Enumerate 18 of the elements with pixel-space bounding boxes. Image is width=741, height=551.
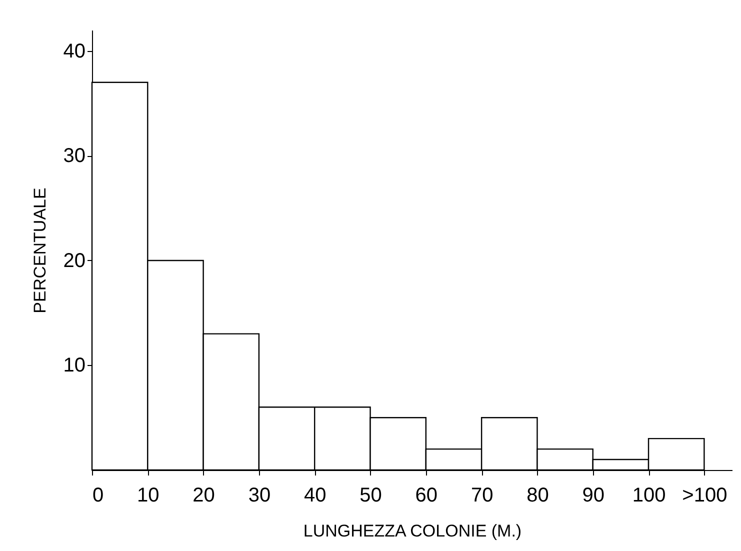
x-tick-label: 90 — [582, 484, 604, 506]
x-tick-label: 20 — [192, 484, 215, 506]
x-tick-label: >100 — [682, 484, 728, 506]
x-tick-label: 80 — [526, 484, 549, 506]
x-tick-label: 10 — [137, 484, 160, 506]
x-tick-label: 60 — [415, 484, 438, 506]
y-tick-label: 30 — [63, 145, 86, 168]
x-axis-title: LUNGHEZZA COLONIE (M.) — [303, 522, 522, 540]
y-tick-label: 20 — [63, 250, 86, 272]
x-tick-label: 40 — [304, 484, 326, 506]
y-tick-label: 40 — [63, 40, 86, 62]
x-tick-label: 0 — [92, 484, 104, 506]
x-tick-label: 50 — [360, 484, 382, 506]
y-axis-title: PERCENTUALE — [30, 188, 50, 314]
x-tick-label: 70 — [470, 484, 494, 506]
x-tick-label: 100 — [632, 484, 666, 506]
y-tick-label: 10 — [63, 354, 86, 377]
x-tick-label: 30 — [248, 484, 271, 506]
